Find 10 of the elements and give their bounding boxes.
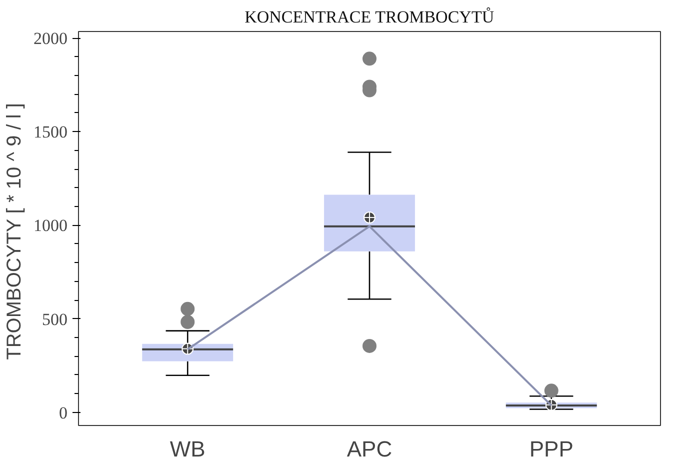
y-tick-label: 0 (59, 403, 68, 422)
chart-title: KONCENTRACE TROMBOCYTŮ (244, 6, 494, 26)
y-tick-label: 1500 (34, 122, 68, 142)
x-tick-label: PPP (529, 436, 574, 462)
y-axis-title: TROMBOCYTY [ * 10 ^ 9 / l ] (4, 103, 26, 360)
y-tick-label: 2000 (34, 29, 68, 48)
x-tick-label: WB (170, 436, 206, 462)
x-tick-label: APC (346, 436, 392, 462)
y-tick-label: 500 (42, 310, 68, 329)
y-tick-label: 1000 (34, 216, 68, 236)
